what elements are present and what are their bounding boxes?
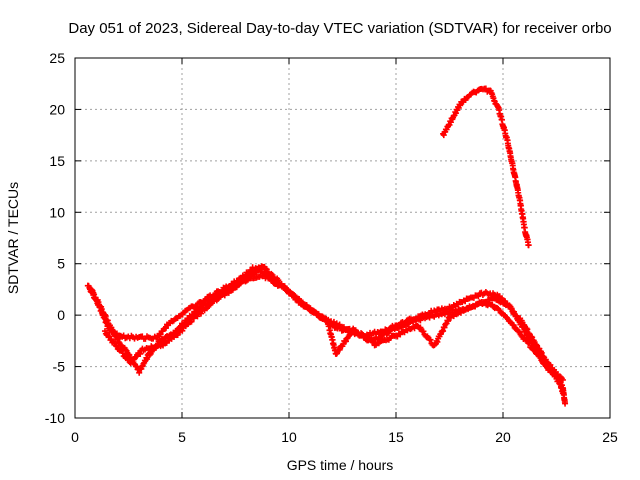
data-point <box>157 331 164 338</box>
data-point <box>427 336 434 343</box>
y-tick-label: 10 <box>49 204 65 220</box>
data-point <box>291 292 298 299</box>
data-point <box>370 338 377 345</box>
x-tick-label: 25 <box>602 429 618 445</box>
data-point <box>285 287 292 294</box>
data-series <box>84 85 569 407</box>
x-tick-label: 10 <box>281 429 297 445</box>
data-point <box>188 318 195 325</box>
data-point <box>281 284 288 291</box>
x-axis-label: GPS time / hours <box>287 457 394 473</box>
data-point <box>524 326 531 333</box>
x-tick-label: 15 <box>388 429 404 445</box>
axis-ticks: 0 5 10 15 20 25 -10 -5 0 5 10 15 20 25 <box>45 50 618 445</box>
data-point <box>263 266 270 273</box>
x-tick-label: 0 <box>71 429 79 445</box>
data-point <box>179 327 186 334</box>
data-point <box>119 349 126 356</box>
data-point <box>475 293 482 300</box>
data-point <box>134 353 141 360</box>
y-tick-label: -10 <box>45 410 65 426</box>
data-point <box>133 363 140 370</box>
plot-frame <box>74 57 611 419</box>
data-point <box>137 350 144 357</box>
y-tick-label: 0 <box>57 307 65 323</box>
data-point <box>348 329 355 336</box>
data-point <box>528 333 535 340</box>
chart-title: Day 051 of 2023, Sidereal Day-to-day VTE… <box>68 20 611 37</box>
data-point <box>268 270 275 277</box>
data-point <box>529 334 536 341</box>
data-point <box>198 310 205 317</box>
data-point <box>420 328 427 335</box>
series-track-b <box>86 263 569 407</box>
x-tick-label: 20 <box>495 429 511 445</box>
data-point <box>174 331 181 338</box>
data-point <box>547 361 554 368</box>
data-point <box>146 351 153 358</box>
data-point <box>342 338 349 345</box>
data-point <box>538 349 545 356</box>
data-point <box>540 353 547 360</box>
y-tick-label: -5 <box>53 359 66 375</box>
x-tick-label: 5 <box>178 429 186 445</box>
data-point <box>525 242 532 249</box>
data-point <box>336 321 343 328</box>
y-tick-label: 15 <box>49 153 65 169</box>
series-track-c <box>101 272 566 397</box>
data-point <box>523 325 530 332</box>
data-point <box>221 292 228 299</box>
data-point <box>336 346 343 353</box>
data-point <box>562 400 569 407</box>
data-point <box>457 102 464 109</box>
y-axis-label: SDTVAR / TECUs <box>5 182 21 294</box>
series-track-d <box>440 85 532 249</box>
data-point <box>295 296 302 303</box>
data-point <box>559 390 566 397</box>
y-tick-label: 20 <box>49 101 65 117</box>
y-tick-label: 25 <box>49 50 65 66</box>
data-point <box>554 371 561 378</box>
y-tick-label: 5 <box>57 256 65 272</box>
data-point <box>525 330 532 337</box>
data-point <box>533 341 540 348</box>
